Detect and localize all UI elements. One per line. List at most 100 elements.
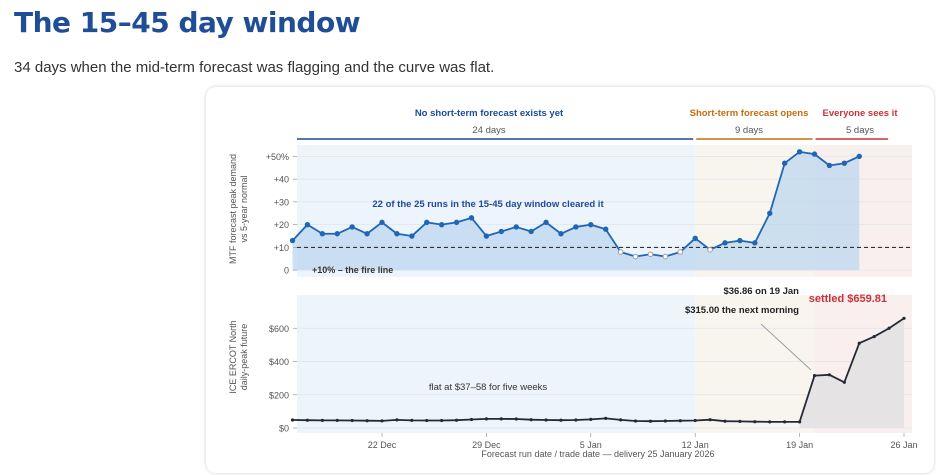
mtf-point <box>737 237 743 244</box>
futures-point <box>812 374 817 378</box>
mtf-point <box>453 219 460 226</box>
futures-point <box>708 418 712 422</box>
futures-point <box>320 418 324 422</box>
mtf-point <box>558 231 564 237</box>
top-ytick-label: +30 <box>274 197 289 207</box>
phase-duration: 24 days <box>472 125 506 136</box>
futures-point <box>335 418 339 422</box>
futures-point <box>738 419 742 423</box>
futures-point <box>589 417 593 421</box>
futures-point <box>663 419 667 423</box>
futures-point <box>857 341 861 345</box>
bottom-phase-band <box>297 295 696 433</box>
mtf-point <box>349 224 355 230</box>
phase-label: No short-term forecast exists yet <box>415 108 564 119</box>
mtf-point <box>304 221 311 228</box>
mtf-point <box>289 237 296 244</box>
top-ytick-label: +50% <box>266 152 289 162</box>
mtf-point-below-threshold <box>662 253 669 260</box>
mtf-point <box>796 149 803 155</box>
mtf-point <box>841 160 848 166</box>
mtf-area <box>292 151 860 271</box>
annotation-36-86: $36.86 on 19 Jan <box>723 286 799 297</box>
annotation-leader-line <box>760 323 812 371</box>
bottom-ytick-label: $600 <box>269 324 289 334</box>
futures-point <box>469 417 474 422</box>
mtf-point <box>767 210 773 216</box>
futures-point <box>723 419 727 423</box>
mtf-point <box>409 233 415 239</box>
futures-line <box>292 317 905 423</box>
bottom-ytick-label: $0 <box>279 424 289 434</box>
xtick-label: 12 Jan <box>682 440 709 450</box>
phase-duration: 5 days <box>846 125 874 136</box>
futures-point <box>768 420 772 424</box>
xtick-label: 29 Dec <box>472 440 501 450</box>
futures-point <box>604 416 608 420</box>
top-ytick-label: +10 <box>274 243 289 253</box>
mtf-point <box>379 219 385 226</box>
x-axis-label: Forecast run date / trade date — deliver… <box>481 449 714 459</box>
mtf-point <box>468 215 475 221</box>
futures-point <box>529 418 533 422</box>
mtf-point <box>483 233 490 239</box>
futures-point <box>648 419 653 423</box>
phase-label: Everyone sees it <box>823 108 899 119</box>
futures-point <box>872 334 876 339</box>
mtf-point <box>334 231 340 237</box>
mtf-point-below-threshold <box>707 246 713 253</box>
futures-point <box>633 419 638 423</box>
mtf-point <box>319 231 326 237</box>
top-annotation: 22 of the 25 runs in the 15-45 day windo… <box>372 199 604 210</box>
mtf-point <box>543 219 549 226</box>
futures-point <box>559 418 563 422</box>
mtf-point <box>528 228 534 235</box>
futures-point <box>425 418 429 423</box>
mtf-point-below-threshold <box>647 251 654 258</box>
mtf-point <box>364 231 370 237</box>
futures-point <box>484 417 488 421</box>
futures-point <box>902 316 906 320</box>
futures-point <box>678 419 682 423</box>
top-ylabel-line2: vs 5-year normal <box>239 175 249 242</box>
bottom-ylabel-line2: daily-peak future <box>239 324 249 391</box>
xtick-label: 22 Dec <box>368 440 397 450</box>
top-ytick-label: 0 <box>284 266 289 276</box>
futures-point <box>783 420 787 424</box>
annotation-315: $315.00 the next morning <box>685 305 799 316</box>
futures-point <box>887 326 891 330</box>
xtick-label: 26 Jan <box>890 440 917 450</box>
phase-duration: 9 days <box>735 125 763 136</box>
mtf-point-below-threshold <box>677 249 684 255</box>
futures-point <box>350 418 354 423</box>
futures-point <box>395 418 399 422</box>
futures-point <box>544 418 548 422</box>
mtf-point-below-threshold <box>632 253 639 260</box>
futures-point <box>619 418 623 422</box>
futures-point <box>305 418 310 422</box>
futures-point <box>574 418 578 422</box>
mtf-point <box>722 240 728 246</box>
bottom-ytick-label: $200 <box>269 390 289 400</box>
mtf-point <box>692 235 698 242</box>
phase-label: Short-term forecast opens <box>690 108 809 119</box>
futures-point <box>693 418 697 423</box>
threshold-label: +10% – the fire line <box>312 265 393 275</box>
page-subtitle: 34 days when the mid-term forecast was f… <box>14 59 495 76</box>
futures-point <box>365 419 369 423</box>
mtf-point <box>781 160 788 166</box>
mtf-point <box>603 226 609 232</box>
futures-point <box>454 418 459 422</box>
mtf-point <box>752 240 758 246</box>
mtf-point <box>438 221 445 228</box>
futures-point <box>514 417 518 421</box>
futures-point <box>380 419 384 423</box>
futures-point <box>499 417 503 421</box>
mtf-point <box>573 224 579 230</box>
futures-point <box>842 380 846 384</box>
futures-point <box>798 420 802 424</box>
top-ylabel-line1: MTF forecast peak demand <box>228 154 238 264</box>
mtf-point <box>424 219 430 226</box>
mtf-point <box>588 221 594 228</box>
xtick-label: 19 Jan <box>786 440 813 450</box>
